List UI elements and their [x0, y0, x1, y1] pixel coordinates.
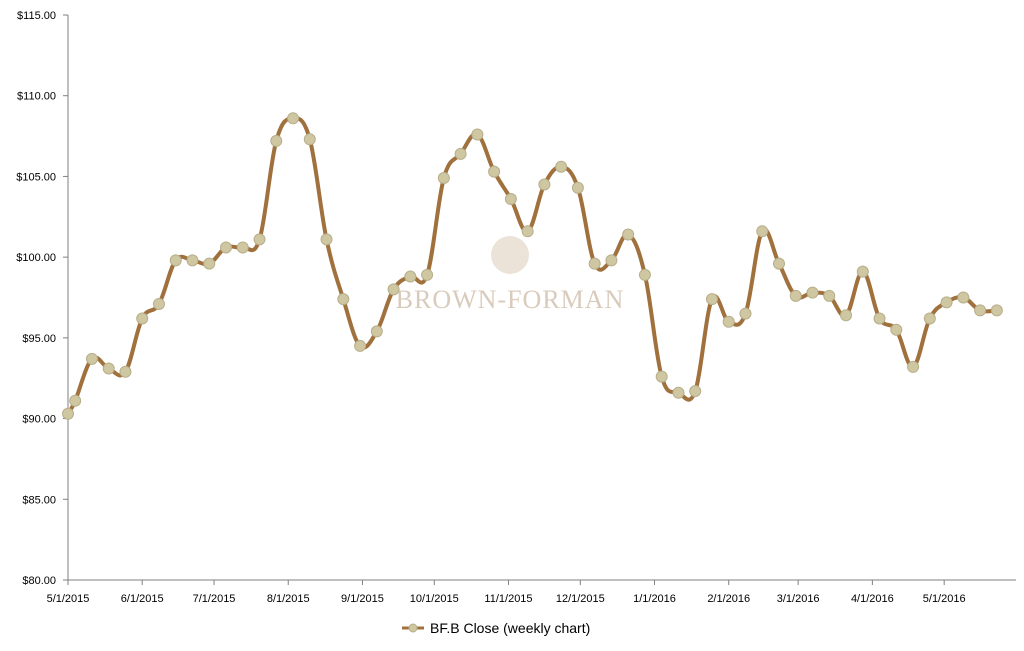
watermark-text: BROWN-FORMAN [396, 285, 625, 314]
data-point [655, 370, 668, 383]
data-point [203, 257, 216, 270]
y-tick-label: $100.00 [16, 252, 56, 264]
data-point [756, 225, 769, 238]
data-point [923, 312, 936, 325]
data-point [990, 304, 1003, 317]
x-tick-label: 2/1/2016 [707, 593, 750, 605]
data-point [220, 241, 232, 254]
data-point [890, 323, 903, 336]
x-tick-label: 8/1/2015 [267, 593, 310, 605]
data-point [287, 112, 300, 125]
data-point [856, 265, 869, 278]
x-tick-label: 4/1/2016 [851, 593, 894, 605]
data-point [622, 228, 635, 241]
data-point [354, 339, 367, 352]
data-point [136, 312, 149, 325]
data-point [806, 286, 819, 299]
x-axis-ticks: 5/1/2015 6/1/2015 7/1/2015 8/1/2015 9/1/2015… [47, 580, 966, 605]
series-points-group [62, 112, 1003, 420]
data-point [488, 165, 501, 178]
y-tick-label: $90.00 [22, 414, 56, 426]
data-point [421, 268, 434, 281]
data-point [689, 385, 702, 398]
y-tick-label: $85.00 [22, 494, 56, 506]
data-point [705, 293, 718, 306]
data-point [739, 307, 752, 320]
data-point [638, 268, 651, 281]
data-point [337, 293, 350, 306]
x-tick-label: 7/1/2015 [193, 593, 236, 605]
data-point [85, 352, 98, 365]
data-point [840, 309, 853, 322]
y-tick-label: $95.00 [22, 333, 56, 345]
x-tick-label: 3/1/2016 [777, 593, 820, 605]
x-tick-label: 6/1/2015 [121, 593, 164, 605]
data-point [169, 254, 182, 267]
y-tick-label: $110.00 [17, 91, 56, 103]
data-point [69, 394, 82, 407]
data-point [504, 193, 517, 206]
data-point [907, 360, 920, 373]
watermark-emblem-icon [491, 236, 529, 274]
data-point [789, 289, 802, 302]
axes [67, 15, 1016, 581]
data-point [454, 147, 467, 160]
y-tick-label: $105.00 [16, 171, 56, 183]
data-point [186, 254, 199, 267]
x-tick-label: 10/1/2015 [410, 593, 459, 605]
data-point [873, 312, 886, 325]
data-point [270, 134, 283, 147]
x-tick-label: 5/1/2016 [923, 593, 966, 605]
data-point [823, 289, 836, 302]
legend-label: BF.B Close (weekly chart) [430, 620, 590, 636]
data-point [521, 225, 534, 238]
data-point [303, 133, 316, 146]
data-point [571, 181, 584, 194]
data-point [672, 386, 685, 399]
y-axis-ticks: $80.00 $85.00 $90.00 $95.00 $100.00 $105.00 $1… [16, 10, 68, 587]
data-point [253, 233, 266, 246]
data-point [437, 172, 450, 185]
x-tick-label: 11/1/2015 [484, 593, 532, 605]
data-point [62, 407, 74, 420]
legend-swatch-marker [408, 623, 418, 633]
x-tick-label: 9/1/2015 [341, 593, 384, 605]
data-point [471, 128, 484, 141]
data-point [555, 160, 568, 173]
data-point [538, 178, 551, 191]
data-point [236, 241, 249, 254]
data-point [370, 325, 383, 338]
x-tick-label: 12/1/2015 [556, 593, 605, 605]
data-point [722, 315, 735, 328]
data-point [940, 296, 953, 309]
data-point [605, 254, 618, 267]
legend: BF.B Close (weekly chart) [402, 620, 590, 636]
data-point [152, 297, 165, 310]
y-tick-label: $80.00 [22, 575, 56, 587]
data-point [404, 270, 417, 283]
x-tick-label: 1/1/2016 [633, 593, 676, 605]
x-tick-label: 5/1/2015 [47, 593, 90, 605]
data-point [588, 257, 601, 270]
y-tick-label: $115.00 [17, 10, 56, 22]
watermark-logo: BROWN-FORMAN [396, 236, 625, 314]
data-point [387, 283, 400, 296]
data-point [102, 362, 115, 375]
data-point [320, 233, 333, 246]
data-point [974, 304, 987, 317]
data-point [119, 365, 132, 378]
data-point [773, 257, 785, 270]
data-point [957, 291, 970, 304]
